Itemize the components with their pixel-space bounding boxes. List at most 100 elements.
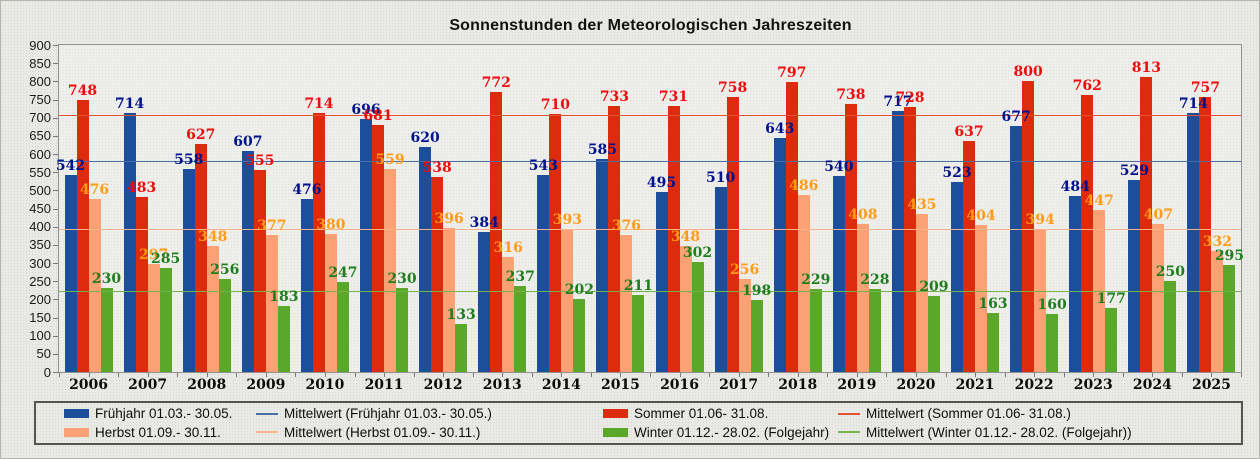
legend-item-mean-0: Mittelwert (Frühjahr 01.03.- 30.05.) — [256, 406, 603, 421]
legend-item-series-3: Winter 01.12.- 28.02. (Folgejahr) — [603, 425, 838, 440]
bar-value-label: 316 — [493, 240, 523, 256]
bar-value-label: 237 — [505, 269, 535, 285]
y-axis-label: 450 — [29, 201, 51, 216]
bar-series1-2006: 748 — [68, 84, 97, 372]
x-axis-label-2016: 2016 — [660, 377, 700, 393]
bar-group-2023: 484 762 447 177 — [1061, 45, 1126, 372]
bar-series2-2014: 393 — [553, 213, 582, 372]
x-axis-tick — [945, 373, 947, 377]
legend-label: Frühjahr 01.03.- 30.05. — [95, 406, 233, 422]
bar-value-label: 757 — [1190, 80, 1221, 96]
bar-value-label: 495 — [646, 175, 677, 191]
x-axis-label-2022: 2022 — [1014, 377, 1054, 393]
bar-series1-2016: 731 — [659, 90, 688, 372]
x-axis-label-2025: 2025 — [1191, 377, 1231, 393]
y-axis-tick — [53, 81, 58, 83]
bar-value-label: 555 — [245, 153, 275, 169]
bar-group-2024: 529 813 407 250 — [1120, 45, 1185, 372]
bar-series2-2010: 380 — [316, 218, 346, 372]
bar-series2-2007: 297 — [139, 248, 168, 372]
x-axis-tick — [1122, 373, 1124, 377]
bar-series2-2021: 404 — [966, 209, 996, 372]
x-axis-label-2010: 2010 — [305, 377, 345, 393]
bar-group-2014: 543 710 393 202 — [529, 45, 594, 372]
x-axis-tick — [1034, 373, 1036, 377]
bar-value-label: 558 — [174, 152, 204, 168]
x-axis-tick — [561, 373, 563, 377]
bar-value-label: 486 — [789, 178, 819, 194]
x-axis-tick — [443, 373, 445, 377]
bar-value-label: 211 — [623, 278, 654, 294]
y-axis-label: 200 — [29, 291, 51, 307]
bar-value-label: 348 — [670, 229, 701, 245]
legend-label: Mittelwert (Herbst 01.09.- 30.11.) — [284, 424, 481, 440]
bar-value-label: 384 — [469, 215, 499, 231]
bar-value-label: 394 — [1025, 212, 1055, 228]
legend-line-swatch-icon — [838, 431, 860, 434]
bar-value-label: 447 — [1084, 193, 1114, 209]
x-axis-tick — [1093, 373, 1095, 377]
x-axis-tick — [1241, 373, 1242, 377]
legend-line-swatch-icon — [256, 431, 278, 434]
bar-group-2017: 510 758 256 198 — [706, 45, 771, 372]
bar-series1-2024: 813 — [1132, 61, 1161, 372]
x-axis-tick — [177, 373, 179, 377]
bar-series0-2022: 677 — [1002, 110, 1031, 372]
bar-value-label: 476 — [292, 182, 322, 198]
bar-series0-2010: 476 — [292, 183, 322, 372]
bar-value-label: 510 — [706, 170, 736, 186]
bar-series3-2011: 230 — [387, 272, 417, 372]
chart-title: Sonnenstunden der Meteorologischen Jahre… — [449, 17, 852, 34]
bar-series3-2006: 230 — [92, 272, 121, 372]
y-axis-label: 500 — [29, 182, 51, 198]
bar-value-label: 620 — [410, 130, 440, 146]
legend-line-swatch-icon — [838, 412, 860, 415]
bar-group-2016: 495 731 348 302 — [647, 45, 712, 372]
x-axis-label-2014: 2014 — [541, 377, 581, 393]
x-axis-tick — [1152, 373, 1154, 377]
legend-item-mean-1: Mittelwert (Sommer 01.06- 31.08.) — [838, 406, 1241, 421]
bar-series3-2019: 228 — [860, 273, 889, 372]
bar-series0-2016: 495 — [647, 176, 676, 372]
bar-group-2019: 540 738 408 228 — [824, 45, 889, 372]
bar-value-label: 627 — [186, 127, 216, 143]
bar-series2-2009: 377 — [257, 219, 286, 372]
bar-series0-2017: 510 — [706, 171, 735, 372]
bar-value-label: 177 — [1096, 291, 1126, 307]
bar-series3-2013: 237 — [506, 270, 535, 372]
bar-group-2006: 542 748 476 230 — [56, 45, 121, 372]
x-axis-tick — [88, 373, 90, 377]
y-axis-tick — [53, 317, 58, 319]
bar-series2-2020: 435 — [907, 198, 937, 372]
legend-bar-swatch-icon — [603, 409, 628, 419]
bar-series1-2023: 762 — [1073, 79, 1102, 372]
legend-label: Mittelwert (Frühjahr 01.03.- 30.05.) — [284, 406, 492, 422]
x-axis-tick — [59, 373, 60, 377]
bar-group-2011: 696 681 559 230 — [351, 45, 417, 372]
bar-series0-2012: 620 — [411, 131, 440, 372]
bar-series1-2011: 681 — [363, 109, 393, 372]
bar-value-label: 250 — [1155, 264, 1185, 280]
y-axis-tick — [53, 154, 58, 155]
bar-series3-2007: 285 — [151, 252, 180, 372]
bar-series1-2025: 757 — [1191, 81, 1220, 372]
x-axis-tick — [709, 373, 711, 377]
bar-series1-2018: 797 — [777, 66, 806, 372]
bar-value-label: 643 — [765, 121, 795, 137]
bar-value-label: 529 — [1119, 163, 1149, 179]
legend-line-swatch-icon — [256, 412, 278, 415]
y-axis-label: 50 — [36, 346, 51, 362]
bar-series2-2024: 407 — [1144, 208, 1173, 372]
y-axis-label: 550 — [29, 164, 51, 180]
x-axis-tick — [118, 373, 120, 377]
bar-group-2022: 677 800 394 160 — [1002, 45, 1067, 372]
bar-value-label: 396 — [434, 211, 464, 227]
legend-item-mean-2: Mittelwert (Herbst 01.09.- 30.11.) — [256, 425, 603, 440]
x-axis-tick — [975, 373, 977, 377]
bar-series3-2010: 247 — [328, 266, 358, 372]
bar-value-label: 813 — [1131, 60, 1161, 76]
bar-value-label: 332 — [1202, 234, 1233, 250]
x-axis-label-2018: 2018 — [778, 377, 818, 393]
bar-value-label: 133 — [446, 307, 476, 323]
bar-series3-2017: 198 — [742, 284, 771, 372]
